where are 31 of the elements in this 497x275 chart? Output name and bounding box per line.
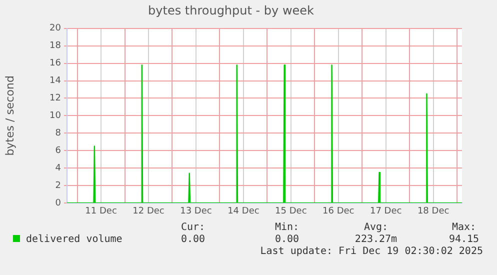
y-axis-title: bytes / second [3,76,16,156]
chart-title: bytes throughput - by week [148,3,314,18]
y-tick-label: 16 [50,58,62,69]
y-tick-label: 14 [50,76,62,86]
text: Avg: [362,222,390,233]
x-tick-label: 18 Dec [417,206,450,217]
text: 223.27m [354,234,398,245]
y-tick-label: 6 [55,146,62,156]
y-tick-label: 10 [50,111,62,122]
x-tick-label: 11 Dec [85,206,117,217]
x-tick-label: 15 Dec [275,206,307,217]
text: 0.00 [274,234,300,245]
y-tick-label: 0 [55,198,62,208]
text: 94.15 [448,234,480,245]
y-tick-label: 20 [50,24,62,34]
y-tick-label: 2 [55,180,61,191]
x-tick-label: 16 Dec [322,206,354,217]
y-tick-label: 4 [55,163,62,174]
y-tick-label: 8 [55,128,62,139]
y-tick-label: 18 [50,41,62,52]
text: Cur: [180,222,206,233]
text: Max: [450,222,478,233]
x-tick-label: 14 Dec [228,206,260,217]
text: Min: [274,222,300,233]
text: Last update: Fri Dec 19 02:30:02 2025 [260,246,483,257]
text: 0.00 [180,234,206,245]
x-tick-label: 17 Dec [370,206,402,217]
legend-label: delivered volume [25,234,122,245]
x-tick-label: 13 Dec [180,206,212,217]
x-tick-label: 12 Dec [132,206,164,217]
y-tick-label: 12 [50,94,61,104]
